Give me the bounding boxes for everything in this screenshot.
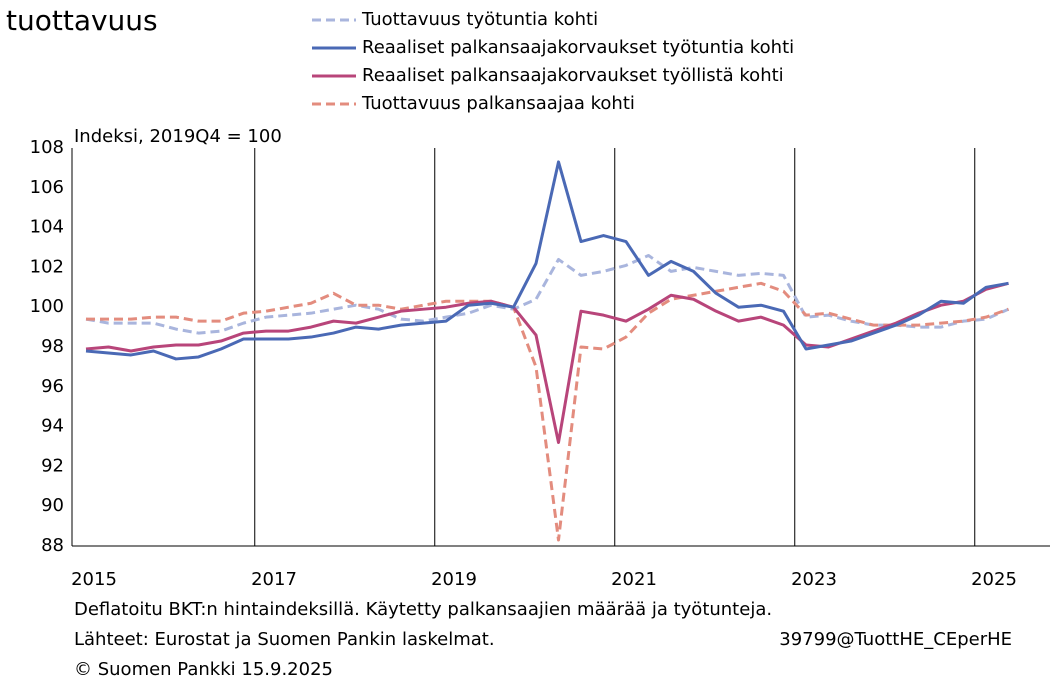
line (85, 281, 1009, 445)
y-tick-label: 102 (30, 256, 64, 277)
y-tick-label: 88 (41, 535, 64, 556)
legend-label: Tuottavuus palkansaajaa kohti (361, 93, 635, 114)
y-tick-label: 92 (41, 455, 64, 476)
note: Lähteet: Eurostat ja Suomen Pankin laske… (74, 629, 495, 650)
y-tick-label: 96 (41, 376, 64, 397)
note: Deflatoitu BKT:n hintaindeksillä. Käytet… (74, 599, 772, 620)
x-tick-label: 2019 (431, 569, 477, 590)
chart-title: tuottavuus (6, 4, 158, 37)
y-tick-label: 106 (30, 177, 64, 198)
line (86, 281, 1010, 542)
y-tick-label: 100 (30, 296, 64, 317)
y-tick-label: 98 (41, 336, 64, 357)
code: 39799@TuottHE_CEperHE (779, 629, 1012, 650)
legend-label: Reaaliset palkansaajakorvaukset työllist… (362, 65, 784, 86)
x-tick-label: 2015 (71, 569, 117, 590)
y-tick-label: 90 (41, 495, 64, 516)
legend-label: Tuottavuus työtuntia kohti (361, 9, 598, 30)
x-tick-label: 2025 (971, 569, 1017, 590)
x-tick-label: 2021 (611, 569, 657, 590)
x-tick-label: 2017 (251, 569, 297, 590)
y-tick-label: 94 (41, 416, 64, 437)
copyright: © Suomen Pankki 15.9.2025 (74, 659, 333, 680)
x-tick-label: 2023 (791, 569, 837, 590)
y-tick-label: 104 (30, 217, 64, 238)
legend-label: Reaaliset palkansaajakorvaukset työtunti… (362, 37, 794, 58)
y-tick-label: 108 (30, 137, 64, 158)
y-axis-label: Indeksi, 2019Q4 = 100 (74, 126, 282, 147)
line (85, 253, 1010, 335)
line (85, 160, 1009, 361)
